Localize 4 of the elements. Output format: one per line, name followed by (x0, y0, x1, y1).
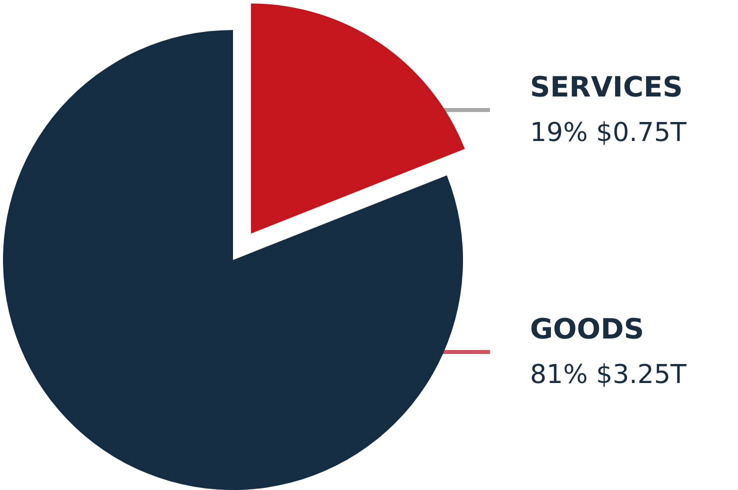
data-label: 19% $0.75T (530, 118, 686, 148)
slice-label: GOODS (530, 312, 644, 346)
data-label: 81% $3.25T (530, 360, 686, 390)
slice-label: SERVICES (530, 70, 683, 104)
